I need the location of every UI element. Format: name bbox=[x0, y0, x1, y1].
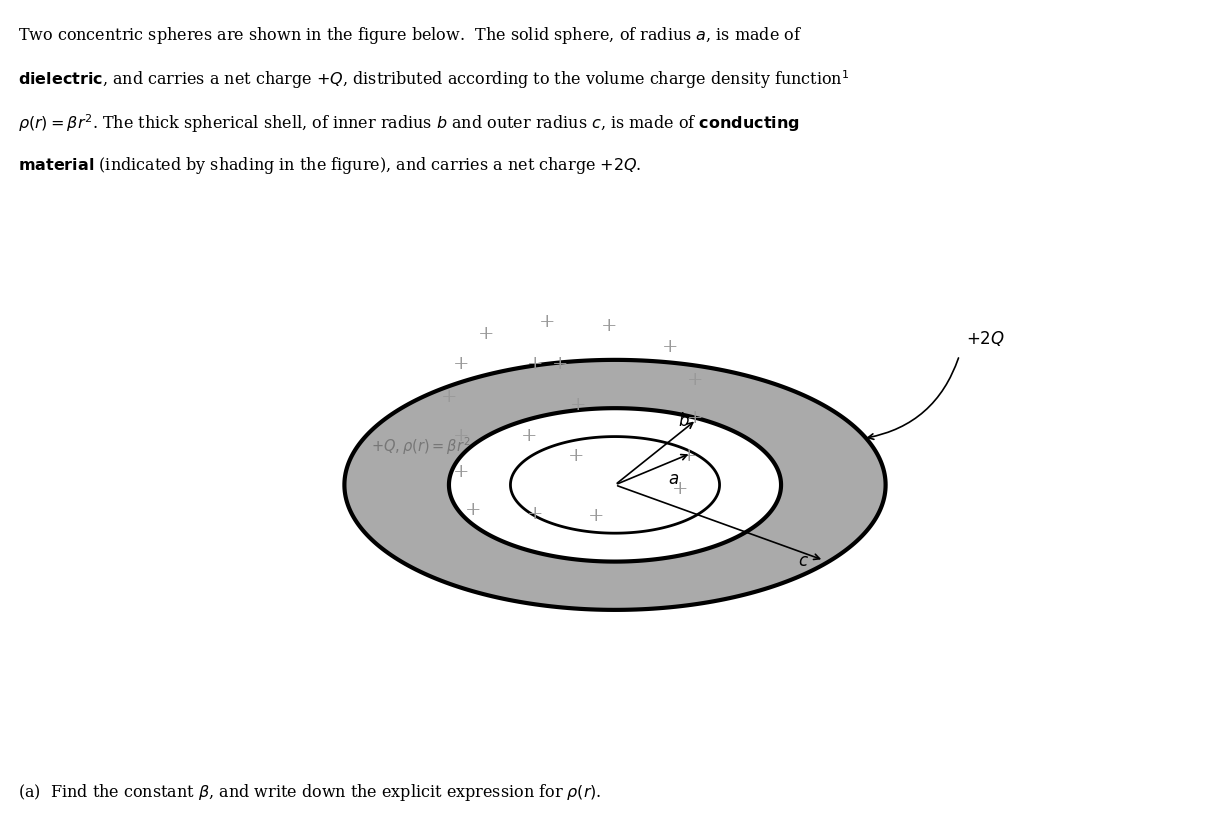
Text: +: + bbox=[520, 427, 538, 446]
Text: $a$: $a$ bbox=[668, 472, 679, 488]
Polygon shape bbox=[344, 359, 886, 610]
Text: +: + bbox=[539, 313, 556, 331]
Text: $+2Q$: $+2Q$ bbox=[966, 329, 1005, 348]
Text: +: + bbox=[686, 371, 704, 390]
Text: +: + bbox=[453, 354, 470, 373]
Text: (a)  Find the constant $\beta$, and write down the explicit expression for $\rho: (a) Find the constant $\beta$, and write… bbox=[18, 782, 601, 803]
Text: +: + bbox=[680, 446, 697, 465]
Text: +: + bbox=[526, 354, 544, 373]
Text: $c$: $c$ bbox=[798, 553, 809, 570]
Text: +: + bbox=[477, 325, 494, 344]
Text: +: + bbox=[672, 480, 689, 498]
Text: $\mathbf{material}$ (indicated by shading in the figure), and carries a net char: $\mathbf{material}$ (indicated by shadin… bbox=[18, 155, 642, 176]
Text: $\mathbf{dielectric}$, and carries a net charge $+Q$, distributed according to t: $\mathbf{dielectric}$, and carries a net… bbox=[18, 69, 850, 91]
Text: +: + bbox=[600, 317, 617, 335]
Text: +: + bbox=[588, 507, 605, 525]
Text: $b$: $b$ bbox=[678, 412, 689, 431]
Text: +: + bbox=[440, 388, 458, 406]
Text: +: + bbox=[453, 463, 470, 482]
Polygon shape bbox=[449, 408, 781, 562]
Text: $+Q,\rho(r)=\beta r^2$: $+Q,\rho(r)=\beta r^2$ bbox=[371, 436, 471, 457]
Polygon shape bbox=[510, 436, 720, 533]
Text: Two concentric spheres are shown in the figure below.  The solid sphere, of radi: Two concentric spheres are shown in the … bbox=[18, 25, 803, 46]
Text: +: + bbox=[686, 409, 704, 427]
Text: $\rho(r) = \beta r^2$. The thick spherical shell, of inner radius $b$ and outer : $\rho(r) = \beta r^2$. The thick spheric… bbox=[18, 112, 801, 135]
Text: +: + bbox=[526, 505, 544, 523]
Text: +: + bbox=[569, 396, 587, 415]
Text: +: + bbox=[567, 446, 584, 465]
Text: +: + bbox=[551, 354, 568, 373]
Text: +: + bbox=[465, 501, 482, 519]
Text: +: + bbox=[453, 427, 470, 446]
Text: +: + bbox=[662, 338, 679, 356]
